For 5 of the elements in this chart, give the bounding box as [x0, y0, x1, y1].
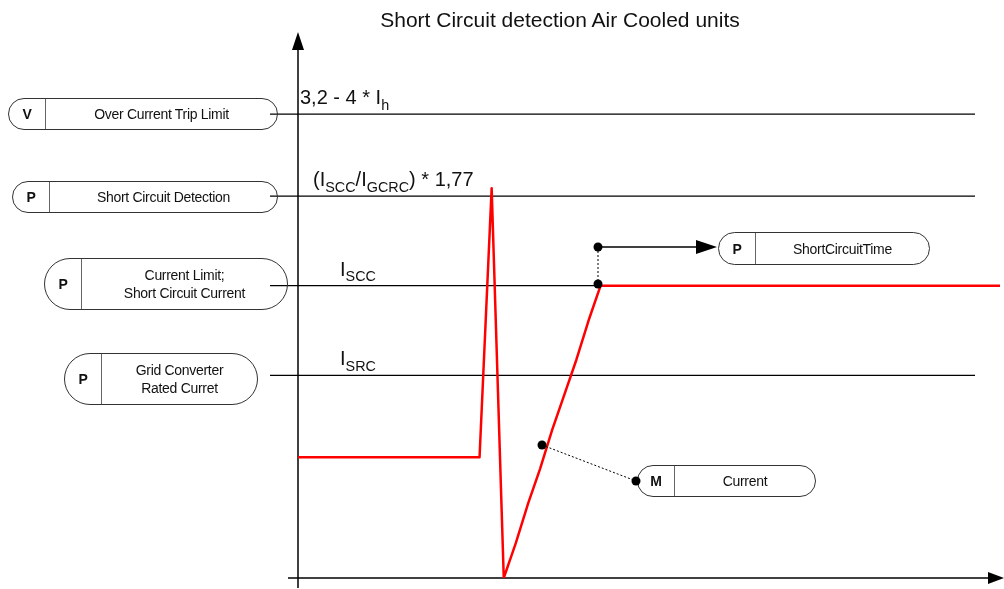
annotation: ShortCircuitTime [792, 239, 893, 259]
annotation: M [638, 466, 675, 496]
annotation: Current [721, 472, 769, 491]
annotation: P [719, 233, 756, 264]
chart-title: Short Circuit detection Air Cooled units [379, 8, 741, 32]
